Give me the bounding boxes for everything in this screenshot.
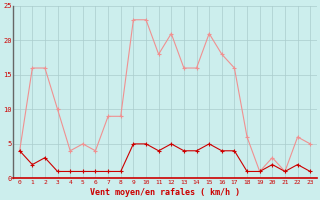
- X-axis label: Vent moyen/en rafales ( km/h ): Vent moyen/en rafales ( km/h ): [90, 188, 240, 197]
